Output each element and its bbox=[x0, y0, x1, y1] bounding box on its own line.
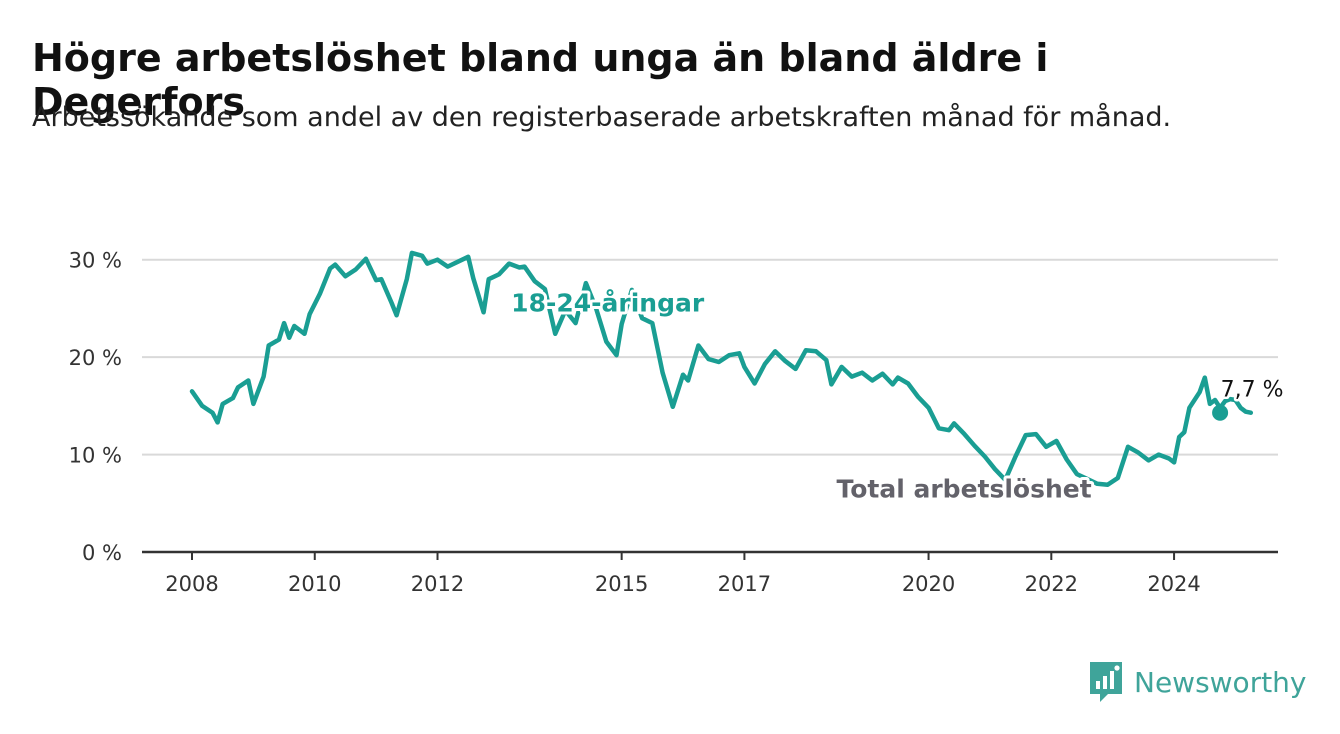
newsworthy-logo-icon bbox=[1090, 662, 1122, 702]
series-label-1: Total arbetslöshet bbox=[836, 474, 1091, 503]
x-tick-label: 2024 bbox=[1147, 572, 1200, 596]
y-tick-label: 0 % bbox=[82, 541, 122, 565]
y-tick-label: 30 % bbox=[69, 249, 122, 273]
end-point-marker bbox=[1212, 404, 1229, 421]
series-label-0: 18-24-åringar bbox=[511, 288, 705, 317]
x-tick-label: 2012 bbox=[411, 572, 464, 596]
y-tick-label: 10 % bbox=[69, 444, 122, 468]
series-line-0 bbox=[189, 250, 1254, 488]
x-tick-label: 2010 bbox=[288, 572, 341, 596]
newsworthy-logo-text: Newsworthy bbox=[1134, 665, 1307, 699]
end-point-label: 7,7 % bbox=[1221, 378, 1284, 403]
x-tick-label: 2015 bbox=[595, 572, 648, 596]
x-tick-label: 2020 bbox=[902, 572, 955, 596]
x-tick-label: 2017 bbox=[718, 572, 771, 596]
y-tick-label: 20 % bbox=[69, 346, 122, 370]
newsworthy-logo[interactable]: Newsworthy bbox=[1088, 660, 1307, 704]
x-tick-label: 2022 bbox=[1025, 572, 1078, 596]
chart-title: Högre arbetslöshet bland unga än bland ä… bbox=[32, 36, 1049, 124]
chart-subtitle: Arbetssökande som andel av den registerb… bbox=[32, 102, 1172, 133]
x-tick-label: 2008 bbox=[165, 572, 218, 596]
